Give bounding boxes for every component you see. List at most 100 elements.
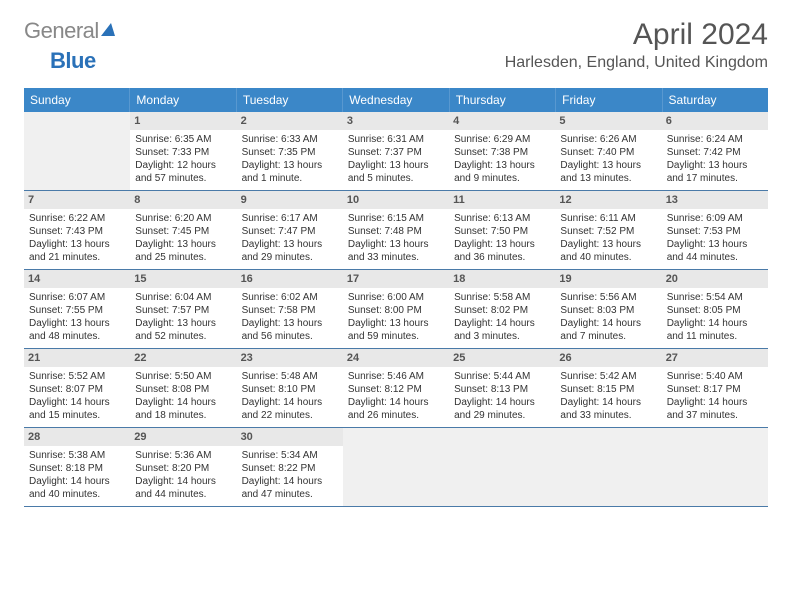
sunrise-text: Sunrise: 6:35 AM xyxy=(135,133,231,146)
daylight-text: and 21 minutes. xyxy=(29,251,125,264)
day-cell: 2Sunrise: 6:33 AMSunset: 7:35 PMDaylight… xyxy=(237,112,343,190)
daylight-text: Daylight: 13 hours xyxy=(242,159,338,172)
sunrise-text: Sunrise: 6:00 AM xyxy=(348,291,444,304)
sunset-text: Sunset: 7:45 PM xyxy=(135,225,231,238)
sunset-text: Sunset: 8:10 PM xyxy=(242,383,338,396)
week-row: 21Sunrise: 5:52 AMSunset: 8:07 PMDayligh… xyxy=(24,349,768,428)
daylight-text: Daylight: 13 hours xyxy=(667,238,763,251)
sunset-text: Sunset: 7:55 PM xyxy=(29,304,125,317)
day-number: 21 xyxy=(24,349,130,367)
weekday-header-row: SundayMondayTuesdayWednesdayThursdayFrid… xyxy=(24,88,768,112)
daylight-text: and 40 minutes. xyxy=(29,488,125,501)
daylight-text: Daylight: 13 hours xyxy=(135,317,231,330)
sunrise-text: Sunrise: 6:02 AM xyxy=(242,291,338,304)
sunrise-text: Sunrise: 6:26 AM xyxy=(560,133,656,146)
day-cell: 27Sunrise: 5:40 AMSunset: 8:17 PMDayligh… xyxy=(662,349,768,427)
sunrise-text: Sunrise: 5:40 AM xyxy=(667,370,763,383)
week-row: 14Sunrise: 6:07 AMSunset: 7:55 PMDayligh… xyxy=(24,270,768,349)
sunset-text: Sunset: 8:05 PM xyxy=(667,304,763,317)
daylight-text: Daylight: 13 hours xyxy=(242,238,338,251)
sunrise-text: Sunrise: 6:11 AM xyxy=(560,212,656,225)
day-number: 4 xyxy=(449,112,555,130)
day-cell: 8Sunrise: 6:20 AMSunset: 7:45 PMDaylight… xyxy=(130,191,236,269)
day-cell xyxy=(662,428,768,506)
daylight-text: and 17 minutes. xyxy=(667,172,763,185)
sunset-text: Sunset: 8:18 PM xyxy=(29,462,125,475)
sunset-text: Sunset: 7:53 PM xyxy=(667,225,763,238)
day-cell: 21Sunrise: 5:52 AMSunset: 8:07 PMDayligh… xyxy=(24,349,130,427)
day-number: 24 xyxy=(343,349,449,367)
day-number: 29 xyxy=(130,428,236,446)
week-row: 1 Sunrise: 6:35 AMSunset: 7:33 PM Daylight… xyxy=(24,112,768,191)
daylight-text: Daylight: 13 hours xyxy=(454,159,550,172)
sunset-text: Sunset: 8:00 PM xyxy=(348,304,444,317)
sunrise-text: Sunrise: 6:29 AM xyxy=(454,133,550,146)
daylight-text: and 59 minutes. xyxy=(348,330,444,343)
sunrise-text: Sunrise: 5:44 AM xyxy=(454,370,550,383)
logo-part1: General xyxy=(24,18,99,44)
daylight-text: and 47 minutes. xyxy=(242,488,338,501)
day-cell: 13Sunrise: 6:09 AMSunset: 7:53 PMDayligh… xyxy=(662,191,768,269)
day-cell: 14Sunrise: 6:07 AMSunset: 7:55 PMDayligh… xyxy=(24,270,130,348)
sunset-text: Sunset: 8:22 PM xyxy=(242,462,338,475)
sunset-text: Sunset: 8:02 PM xyxy=(454,304,550,317)
sunset-text: Sunset: 7:57 PM xyxy=(135,304,231,317)
daylight-text: Daylight: 14 hours xyxy=(29,475,125,488)
daylight-text: Daylight: 13 hours xyxy=(348,238,444,251)
daylight-text: Daylight: 14 hours xyxy=(242,396,338,409)
day-number: 1 xyxy=(130,112,236,130)
day-number: 6 xyxy=(662,112,768,130)
weekday-header: Monday xyxy=(130,88,236,112)
day-number: 26 xyxy=(555,349,661,367)
day-number: 18 xyxy=(449,270,555,288)
sunrise-text: Sunrise: 5:34 AM xyxy=(242,449,338,462)
day-cell: 24Sunrise: 5:46 AMSunset: 8:12 PMDayligh… xyxy=(343,349,449,427)
sunrise-text: Sunrise: 5:54 AM xyxy=(667,291,763,304)
sunset-text: Sunset: 7:50 PM xyxy=(454,225,550,238)
day-cell: 19Sunrise: 5:56 AMSunset: 8:03 PMDayligh… xyxy=(555,270,661,348)
day-number: 2 xyxy=(237,112,343,130)
sunrise-text: Sunrise: 5:58 AM xyxy=(454,291,550,304)
day-number: 19 xyxy=(555,270,661,288)
day-number: 28 xyxy=(24,428,130,446)
day-cell: 12Sunrise: 6:11 AMSunset: 7:52 PMDayligh… xyxy=(555,191,661,269)
sunrise-text: Sunrise: 5:48 AM xyxy=(242,370,338,383)
day-number: 5 xyxy=(555,112,661,130)
day-number: 3 xyxy=(343,112,449,130)
day-number: 15 xyxy=(130,270,236,288)
daylight-text: and 7 minutes. xyxy=(560,330,656,343)
daylight-text: Daylight: 14 hours xyxy=(135,396,231,409)
sunrise-text: Sunrise: 6:24 AM xyxy=(667,133,763,146)
sunset-text: Sunset: 7:48 PM xyxy=(348,225,444,238)
weekday-header: Thursday xyxy=(450,88,556,112)
daylight-text: Daylight: 13 hours xyxy=(29,238,125,251)
day-cell: 25Sunrise: 5:44 AMSunset: 8:13 PMDayligh… xyxy=(449,349,555,427)
sunset-text: Sunset: 7:33 PM xyxy=(135,146,231,159)
day-number: 11 xyxy=(449,191,555,209)
title-block: April 2024 Harlesden, England, United Ki… xyxy=(505,18,768,72)
sunset-text: Sunset: 7:40 PM xyxy=(560,146,656,159)
day-cell xyxy=(449,428,555,506)
daylight-text: and 25 minutes. xyxy=(135,251,231,264)
sunset-text: Sunset: 8:20 PM xyxy=(135,462,231,475)
sunset-text: Sunset: 8:17 PM xyxy=(667,383,763,396)
day-number: 30 xyxy=(237,428,343,446)
daylight-text: and 56 minutes. xyxy=(242,330,338,343)
day-cell xyxy=(555,428,661,506)
sunset-text: Sunset: 7:43 PM xyxy=(29,225,125,238)
daylight-text: Daylight: 13 hours xyxy=(454,238,550,251)
daylight-text: Daylight: 13 hours xyxy=(242,317,338,330)
day-number: 25 xyxy=(449,349,555,367)
weekday-header: Friday xyxy=(556,88,662,112)
day-number: 16 xyxy=(237,270,343,288)
daylight-text: and 29 minutes. xyxy=(242,251,338,264)
sunrise-text: Sunrise: 6:15 AM xyxy=(348,212,444,225)
day-cell: 4Sunrise: 6:29 AMSunset: 7:38 PMDaylight… xyxy=(449,112,555,190)
day-number: 14 xyxy=(24,270,130,288)
day-cell: 3Sunrise: 6:31 AMSunset: 7:37 PMDaylight… xyxy=(343,112,449,190)
daylight-text: and 48 minutes. xyxy=(29,330,125,343)
daylight-text: Daylight: 13 hours xyxy=(29,317,125,330)
day-cell: 20Sunrise: 5:54 AMSunset: 8:05 PMDayligh… xyxy=(662,270,768,348)
day-cell: 26Sunrise: 5:42 AMSunset: 8:15 PMDayligh… xyxy=(555,349,661,427)
daylight-text: and 1 minute. xyxy=(242,172,338,185)
